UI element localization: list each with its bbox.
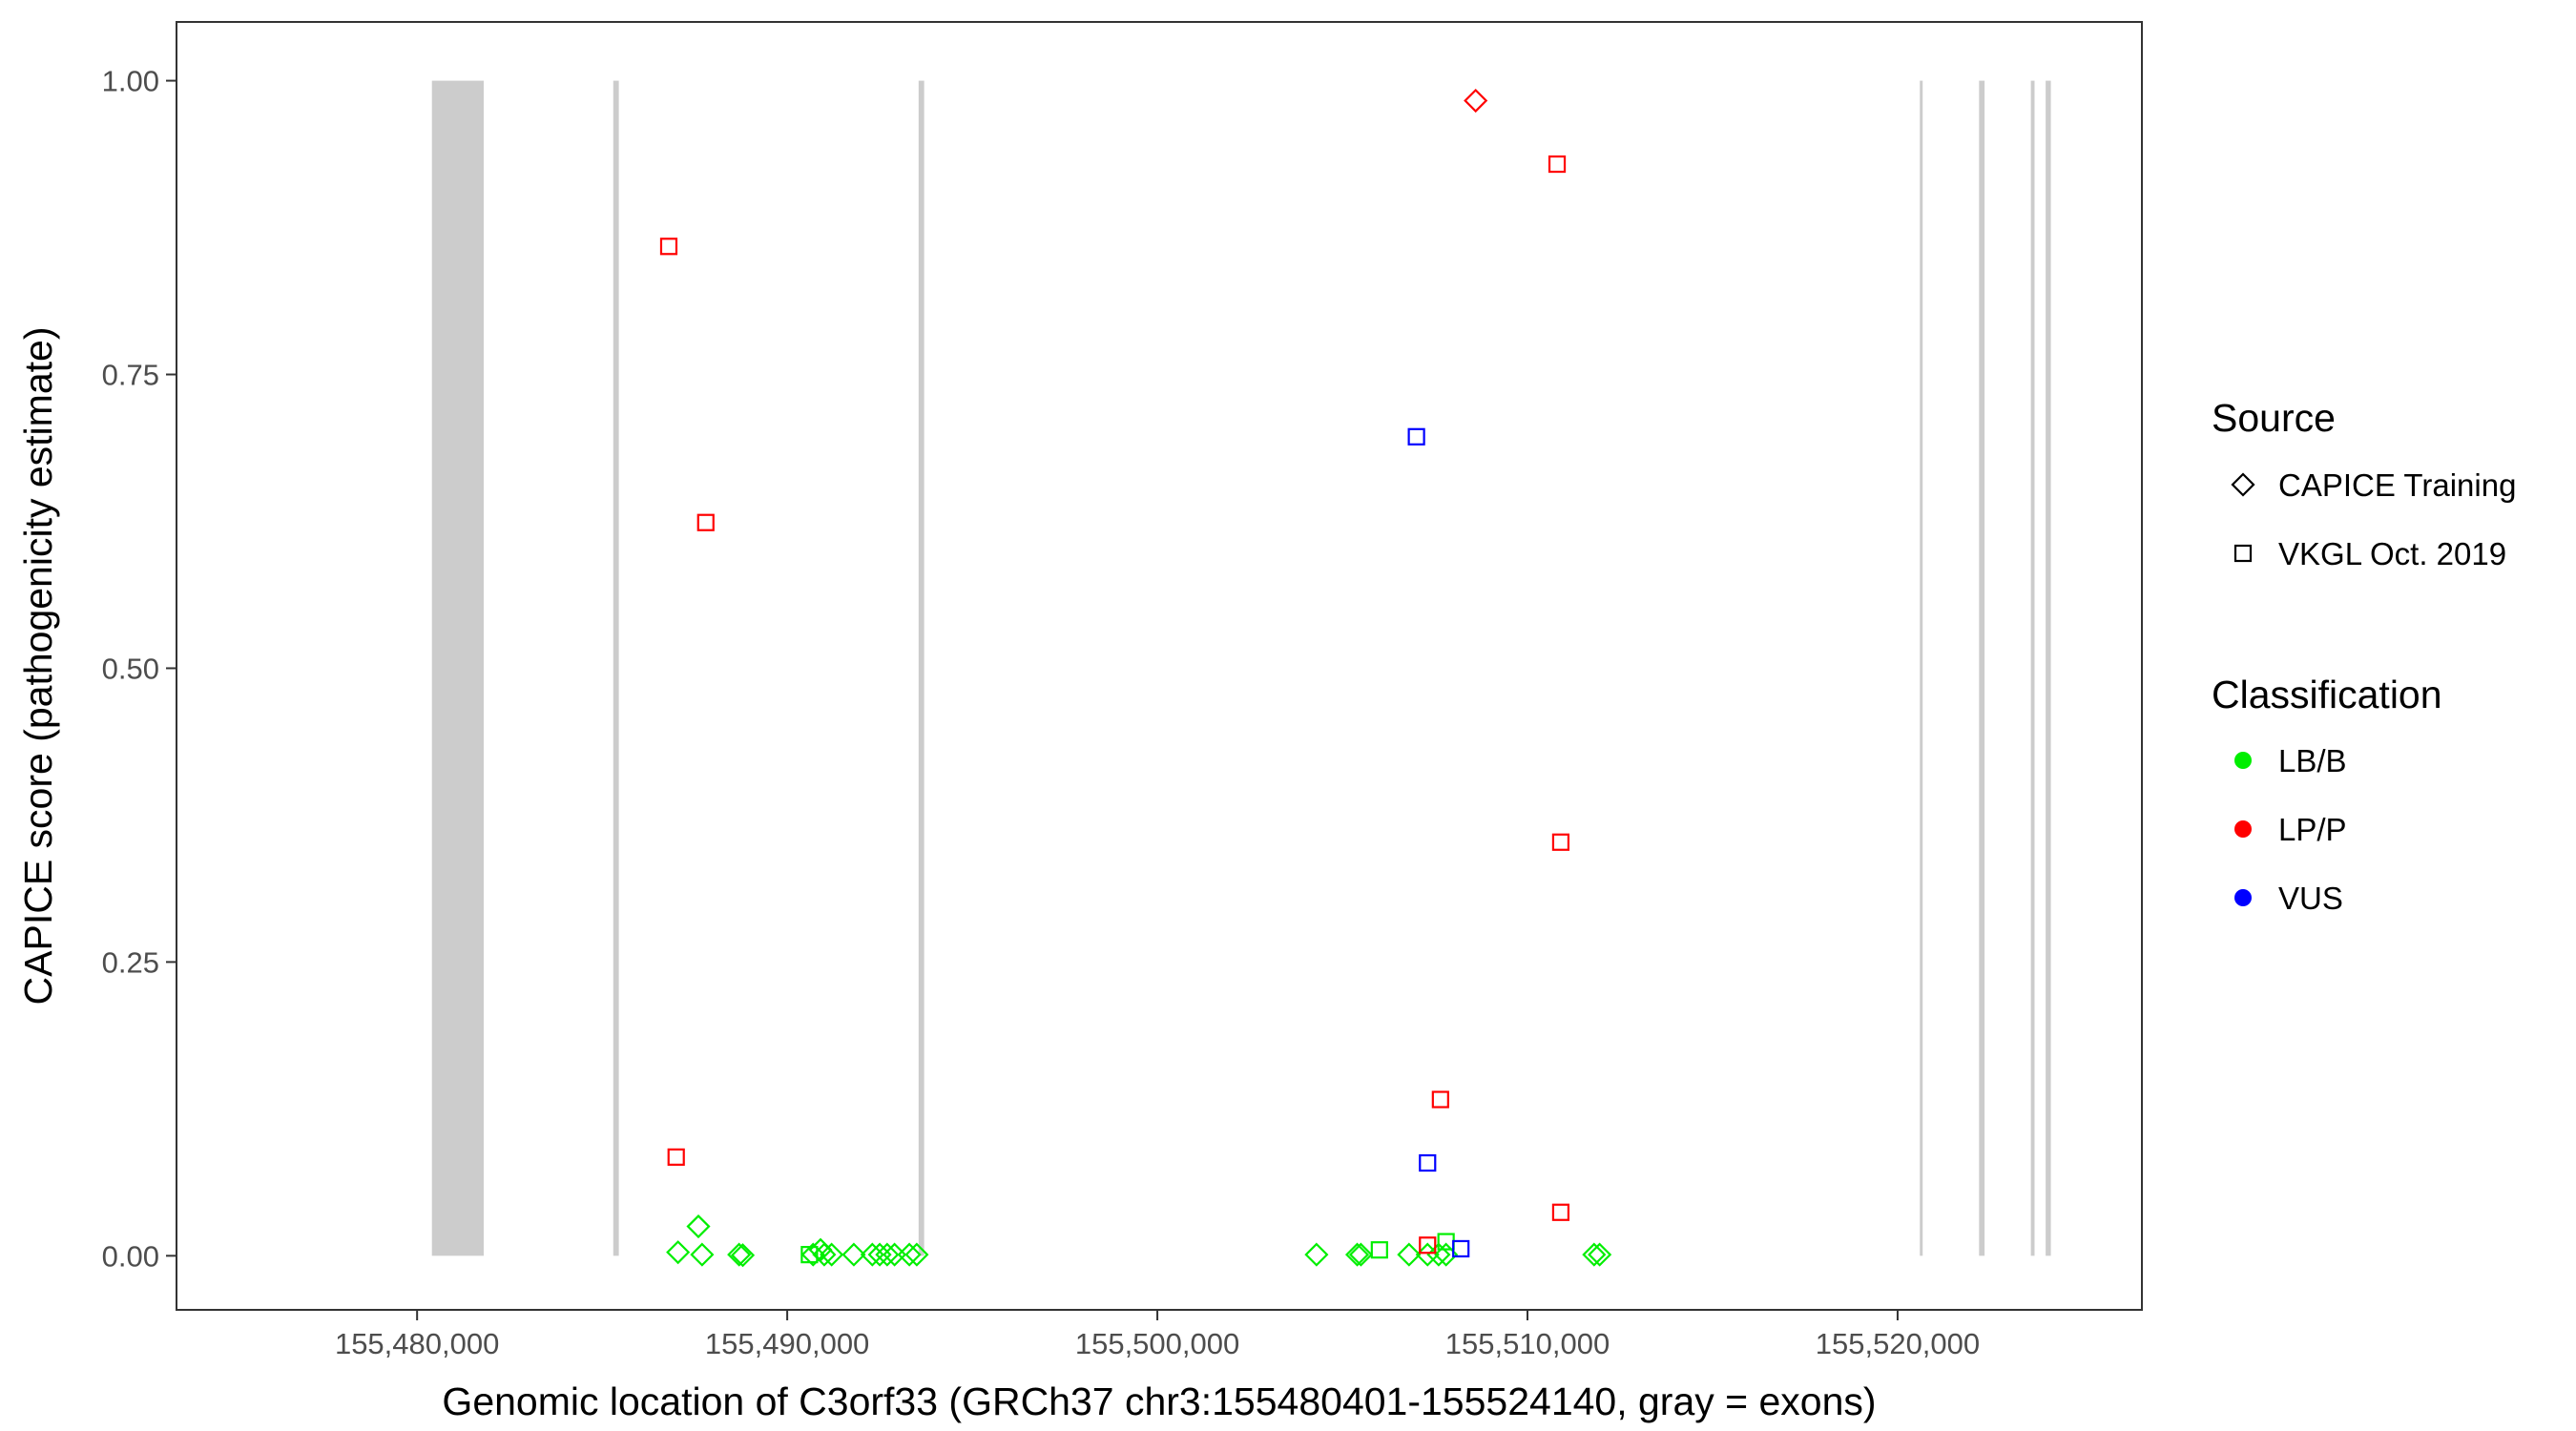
- y-tick-label: 0.00: [102, 1239, 159, 1273]
- plot-panel-border: [176, 21, 2143, 1311]
- legend-label: VKGL Oct. 2019: [2278, 536, 2506, 571]
- data-point: [867, 1242, 892, 1267]
- exon-band: [431, 80, 484, 1256]
- legend-key-dot: [2234, 820, 2252, 838]
- data-point: [1397, 1242, 1422, 1267]
- data-point: [1419, 1236, 1437, 1255]
- legend-label: VUS: [2278, 881, 2343, 916]
- exon-band: [613, 80, 619, 1256]
- data-point: [897, 1242, 922, 1267]
- exon-band: [1920, 80, 1923, 1256]
- y-tick-label: 0.75: [102, 359, 159, 392]
- legend-key-square: [2233, 544, 2253, 563]
- y-axis: 0.00 0.25 0.50 0.75 1.00: [102, 65, 177, 1273]
- data-point: [666, 1240, 691, 1265]
- x-tick-label: 155,490,000: [705, 1327, 869, 1360]
- data-point: [1344, 1242, 1370, 1267]
- data-point: [1348, 1242, 1373, 1267]
- data-point: [841, 1242, 866, 1267]
- exon-band: [2030, 80, 2035, 1256]
- data-point: [1452, 1239, 1470, 1258]
- legend-classification-items: LB/B LP/P VUS: [2234, 743, 2347, 916]
- legend-title-classification: Classification: [2212, 673, 2442, 716]
- exon-band: [2046, 80, 2051, 1256]
- y-tick-label: 1.00: [102, 65, 159, 98]
- x-tick-label: 155,480,000: [335, 1327, 499, 1360]
- data-point: [1464, 88, 1488, 114]
- data-point: [1551, 1203, 1570, 1221]
- data-point: [696, 513, 715, 531]
- data-point: [1370, 1241, 1388, 1259]
- x-tick-label: 155,520,000: [1816, 1327, 1980, 1360]
- y-tick-label: 0.50: [102, 652, 159, 685]
- data-point: [1588, 1242, 1612, 1267]
- legend-title-source: Source: [2212, 396, 2336, 440]
- data-point: [1548, 155, 1567, 174]
- legend-source-items: CAPICE Training VKGL Oct. 2019: [2231, 467, 2516, 571]
- legend-key-dot: [2234, 889, 2252, 906]
- exon-band: [1979, 80, 1985, 1256]
- legend-label: CAPICE Training: [2278, 467, 2516, 503]
- data-point: [1426, 1242, 1451, 1267]
- y-tick-label: 0.25: [102, 945, 159, 979]
- legend: Source CAPICE Training VKGL Oct. 2019 Cla…: [2212, 396, 2516, 916]
- legend-label: LB/B: [2278, 743, 2347, 778]
- data-point: [800, 1242, 825, 1267]
- legend-label: LP/P: [2278, 812, 2347, 847]
- data-point: [686, 1213, 711, 1239]
- data-point: [1407, 427, 1425, 446]
- data-point: [800, 1246, 819, 1264]
- exon-bands: [431, 80, 2051, 1256]
- data-point: [883, 1242, 907, 1267]
- x-axis-title: Genomic location of C3orf33 (GRCh37 chr3…: [442, 1379, 1876, 1423]
- legend-key-diamond: [2231, 472, 2255, 497]
- data-point: [904, 1242, 929, 1267]
- data-point: [875, 1242, 900, 1267]
- data-point: [667, 1148, 685, 1166]
- data-point: [690, 1242, 715, 1267]
- data-point: [820, 1242, 844, 1267]
- data-point: [1431, 1090, 1449, 1109]
- exon-band: [918, 80, 924, 1256]
- data-points: [659, 88, 1612, 1268]
- x-tick-label: 155,510,000: [1445, 1327, 1610, 1360]
- data-point: [659, 238, 678, 256]
- data-point: [1551, 833, 1570, 851]
- data-point: [727, 1242, 752, 1267]
- data-point: [731, 1243, 756, 1268]
- legend-key-dot: [2234, 752, 2252, 769]
- x-axis: 155,480,000 155,490,000 155,500,000 155,510…: [335, 1310, 1980, 1360]
- data-point: [1582, 1242, 1607, 1267]
- y-axis-title: CAPICE score (pathogenicity estimate): [16, 327, 60, 1006]
- x-tick-label: 155,500,000: [1075, 1327, 1239, 1360]
- data-point: [1419, 1153, 1437, 1172]
- data-point: [1304, 1242, 1329, 1267]
